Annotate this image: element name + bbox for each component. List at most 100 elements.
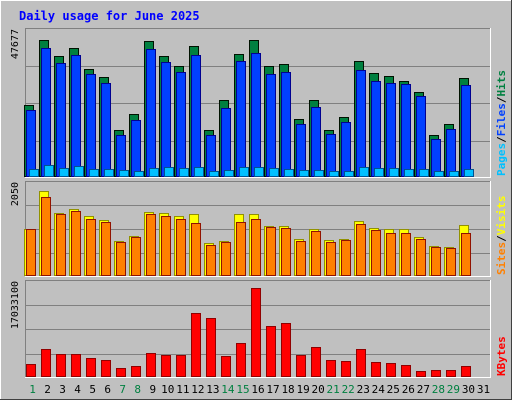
bar-sites-day-11 xyxy=(176,219,186,276)
bar-kbytes-day-3 xyxy=(56,354,66,377)
bar-files-day-24 xyxy=(371,81,381,177)
chart-title: Daily usage for June 2025 xyxy=(19,9,200,23)
bar-pages-day-19 xyxy=(299,170,309,177)
bar-sites-day-4 xyxy=(71,211,81,276)
bar-sites-day-12 xyxy=(191,223,201,276)
bar-sites-day-3 xyxy=(56,214,66,276)
bar-sites-day-9 xyxy=(146,214,156,276)
x-tick-label-day-23: 23 xyxy=(357,383,370,396)
bar-files-day-29 xyxy=(446,129,456,177)
x-tick-label-day-19: 19 xyxy=(296,383,309,396)
x-tick-label-day-11: 11 xyxy=(176,383,189,396)
legend-item-sites: Sites xyxy=(495,242,508,275)
legend-item-kbytes: KBytes xyxy=(495,336,508,376)
bar-sites-day-5 xyxy=(86,219,96,276)
bar-kbytes-day-27 xyxy=(416,371,426,377)
x-tick-label-day-12: 12 xyxy=(191,383,204,396)
bar-pages-day-17 xyxy=(269,168,279,177)
x-tick-label-day-26: 26 xyxy=(402,383,415,396)
bar-sites-day-6 xyxy=(101,222,111,276)
x-tick-label-day-4: 4 xyxy=(74,383,81,396)
x-tick-label-day-16: 16 xyxy=(251,383,264,396)
bar-pages-day-7 xyxy=(119,170,129,177)
chart-panels: 47677Pages/Files/Hits2050Sites/Visits170… xyxy=(10,28,508,378)
bar-files-day-9 xyxy=(146,49,156,177)
bar-kbytes-day-16 xyxy=(251,288,261,377)
bar-sites-day-13 xyxy=(206,245,216,276)
bar-pages-day-26 xyxy=(404,169,414,177)
x-tick-label-day-14: 14 xyxy=(221,383,235,396)
x-tick-label-day-24: 24 xyxy=(372,383,386,396)
bar-files-day-12 xyxy=(191,55,201,177)
bar-sites-day-16 xyxy=(251,219,261,276)
bar-files-day-3 xyxy=(56,63,66,177)
x-tick-label-day-20: 20 xyxy=(312,383,325,396)
bar-kbytes-day-26 xyxy=(401,365,411,377)
y-axis-max-label-visits-sites: 2050 xyxy=(10,182,21,206)
legend-hits-files-pages: Pages/Files/Hits xyxy=(495,70,508,176)
bar-pages-day-14 xyxy=(224,170,234,177)
x-tick-label-day-2: 2 xyxy=(44,383,51,396)
legend-item-pages: Pages xyxy=(495,143,508,176)
bar-kbytes-day-30 xyxy=(461,366,471,377)
x-tick-label-day-29: 29 xyxy=(447,383,460,396)
bar-sites-day-20 xyxy=(311,231,321,276)
x-tick-label-day-22: 22 xyxy=(342,383,355,396)
legend-separator: / xyxy=(495,136,508,143)
bar-kbytes-day-12 xyxy=(191,313,201,377)
bar-kbytes-day-9 xyxy=(146,353,156,377)
bar-sites-day-18 xyxy=(281,228,291,276)
bar-sites-day-14 xyxy=(221,242,231,276)
x-tick-label-day-1: 1 xyxy=(29,383,36,396)
bar-kbytes-day-11 xyxy=(176,355,186,377)
bar-pages-day-12 xyxy=(194,167,204,177)
x-tick-label-day-17: 17 xyxy=(266,383,279,396)
bar-kbytes-day-8 xyxy=(131,366,141,377)
bar-pages-day-23 xyxy=(359,167,369,177)
bar-pages-day-18 xyxy=(284,169,294,177)
bar-sites-day-26 xyxy=(401,233,411,276)
bar-sites-day-21 xyxy=(326,242,336,276)
bar-pages-day-5 xyxy=(89,169,99,177)
bar-sites-day-25 xyxy=(386,233,396,276)
bar-sites-day-24 xyxy=(371,230,381,276)
bar-files-day-28 xyxy=(431,139,441,177)
bar-files-day-18 xyxy=(281,72,291,177)
x-tick-label-day-10: 10 xyxy=(161,383,174,396)
bar-pages-day-20 xyxy=(314,170,324,177)
bar-kbytes-day-29 xyxy=(446,370,456,377)
bar-kbytes-day-25 xyxy=(386,363,396,377)
bar-pages-day-29 xyxy=(449,171,459,177)
bar-files-day-16 xyxy=(251,53,261,177)
bar-kbytes-day-19 xyxy=(296,355,306,377)
bar-pages-day-10 xyxy=(164,167,174,177)
bar-pages-day-1 xyxy=(29,169,39,177)
bar-files-day-30 xyxy=(461,85,471,177)
legend-item-visits: Visits xyxy=(495,196,508,236)
legend-visits-sites: Sites/Visits xyxy=(495,196,508,276)
bar-files-day-19 xyxy=(296,124,306,177)
bar-files-day-2 xyxy=(41,48,51,177)
bar-files-day-25 xyxy=(386,83,396,177)
bar-kbytes-day-28 xyxy=(431,370,441,377)
x-tick-label-day-3: 3 xyxy=(59,383,66,396)
bar-sites-day-2 xyxy=(41,197,51,276)
bar-files-day-4 xyxy=(71,55,81,177)
panel-visits-sites: 2050 Sites/Visits xyxy=(10,181,508,277)
bar-kbytes-day-1 xyxy=(26,364,36,377)
x-tick-label-day-25: 25 xyxy=(387,383,400,396)
bar-kbytes-day-23 xyxy=(356,349,366,377)
bar-kbytes-day-14 xyxy=(221,356,231,377)
bar-kbytes-day-18 xyxy=(281,323,291,377)
x-tick-label-day-15: 15 xyxy=(236,383,249,396)
x-tick-label-day-6: 6 xyxy=(104,383,111,396)
bar-files-day-26 xyxy=(401,84,411,177)
x-tick-label-day-30: 30 xyxy=(462,383,475,396)
x-tick-label-day-7: 7 xyxy=(119,383,126,396)
bar-files-day-23 xyxy=(356,70,366,177)
bar-pages-day-16 xyxy=(254,167,264,177)
y-axis-max-label-kbytes: 17033100 xyxy=(10,281,21,329)
